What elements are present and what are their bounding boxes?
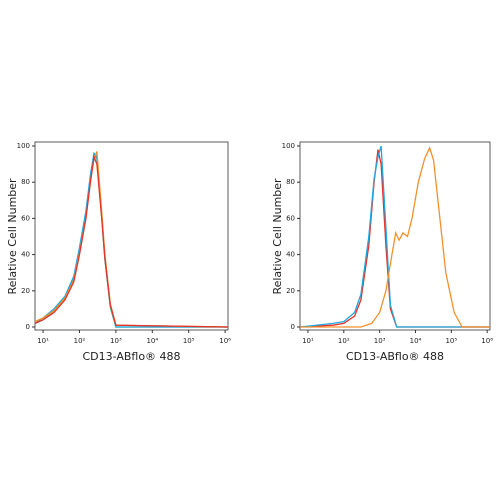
x-tick-label: 10³ (374, 337, 386, 345)
x-tick-label: 10⁶ (481, 337, 493, 345)
y-tick-label: 20 (286, 287, 295, 295)
x-tick-label: 10⁵ (445, 337, 457, 345)
y-tick-label: 60 (286, 214, 295, 222)
y-tick-label: 40 (286, 251, 295, 259)
x-tick-label: 10¹ (302, 337, 314, 345)
x-tick-label: 10⁴ (410, 337, 422, 345)
histogram-line (34, 154, 229, 328)
histogram-line (299, 145, 490, 328)
y-tick-label: 100 (282, 142, 295, 150)
y-tick-label: 20 (21, 287, 30, 295)
x-tick-label: 10³ (110, 337, 122, 345)
x-axis-label: CD13-ABflo® 488 (346, 350, 444, 363)
y-axis-label: Relative Cell Number (6, 178, 19, 295)
x-tick-label: 10⁴ (146, 337, 158, 345)
x-tick-label: 10⁶ (219, 337, 231, 345)
y-axis-label: Relative Cell Number (271, 178, 284, 295)
y-tick-label: 40 (21, 251, 30, 259)
x-tick-label: 10² (338, 337, 350, 345)
plot-frame (34, 141, 229, 331)
x-tick-label: 10² (74, 337, 86, 345)
x-tick-label: 10⁵ (183, 337, 195, 345)
y-tick-label: 0 (291, 323, 295, 331)
y-tick-label: 80 (286, 178, 295, 186)
y-tick-label: 60 (21, 214, 30, 222)
x-axis-label: CD13-ABflo® 488 (82, 350, 180, 363)
plot-frame (299, 141, 491, 331)
y-tick-label: 0 (26, 323, 30, 331)
y-tick-label: 100 (17, 142, 30, 150)
x-tick-label: 10¹ (37, 337, 49, 345)
histogram-line (300, 145, 490, 328)
y-tick-label: 80 (21, 178, 30, 186)
